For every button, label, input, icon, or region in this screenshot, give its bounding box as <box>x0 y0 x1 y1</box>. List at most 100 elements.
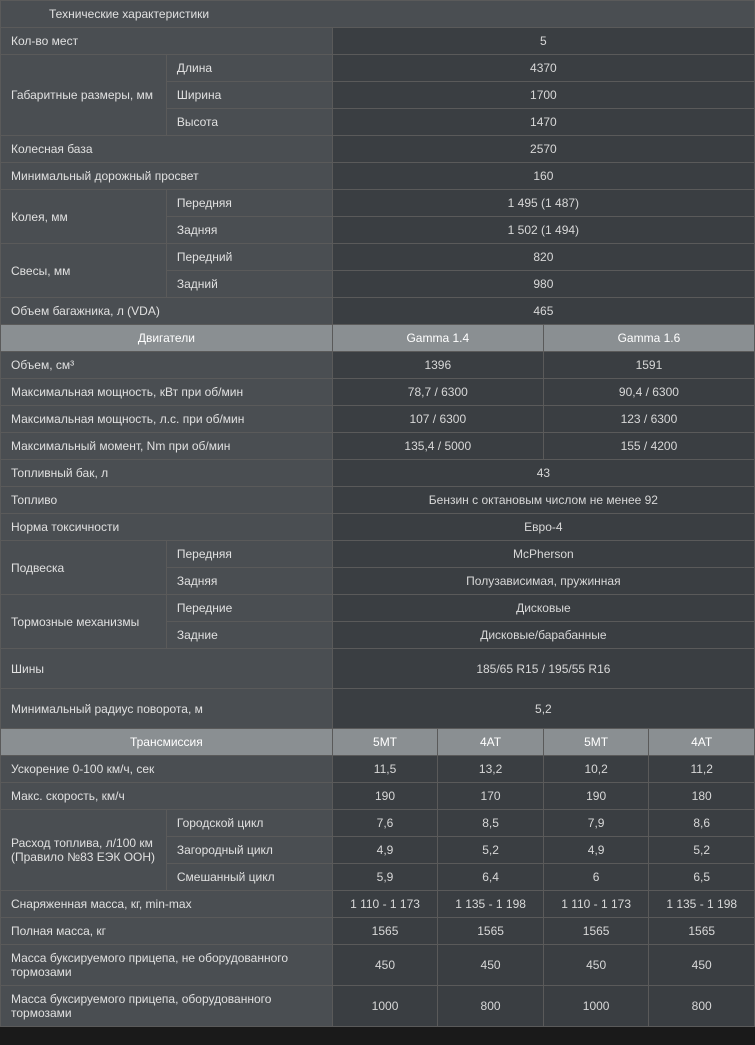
row-overhang-rear-value: 980 <box>332 271 754 298</box>
row-brakes-front-label: Передние <box>166 595 332 622</box>
row-trailer-unbraked-label: Масса буксируемого прицепа, не оборудова… <box>1 945 333 986</box>
row-displacement-label: Объем, см³ <box>1 352 333 379</box>
row-track-label: Колея, мм <box>1 190 167 244</box>
row-width-label: Ширина <box>166 82 332 109</box>
row-fuel-mixed-v0: 5,9 <box>332 864 438 891</box>
row-fuel-city-v3: 8,6 <box>649 810 755 837</box>
row-suspension-label: Подвеска <box>1 541 167 595</box>
row-turnradius-value: 5,2 <box>332 689 754 729</box>
row-height-value: 1470 <box>332 109 754 136</box>
row-accel-v1: 13,2 <box>438 756 544 783</box>
row-seats-value: 5 <box>332 28 754 55</box>
row-curbweight-v1: 1 135 - 1 198 <box>438 891 544 918</box>
row-trailer-unbraked-v2: 450 <box>543 945 649 986</box>
row-grossweight-v3: 1565 <box>649 918 755 945</box>
row-curbweight-v2: 1 110 - 1 173 <box>543 891 649 918</box>
row-trailer-braked-v3: 800 <box>649 986 755 1027</box>
row-trailer-braked-v0: 1000 <box>332 986 438 1027</box>
row-track-front-label: Передняя <box>166 190 332 217</box>
row-turnradius-label: Минимальный радиус поворота, м <box>1 689 333 729</box>
row-topspeed-v0: 190 <box>332 783 438 810</box>
section-trans-title: Трансмиссия <box>1 729 333 756</box>
row-accel-v0: 11,5 <box>332 756 438 783</box>
row-power-hp-label: Максимальная мощность, л.с. при об/мин <box>1 406 333 433</box>
row-topspeed-v2: 190 <box>543 783 649 810</box>
row-curbweight-v0: 1 110 - 1 173 <box>332 891 438 918</box>
row-fuel-hwy-v2: 4,9 <box>543 837 649 864</box>
row-fuel-city-v0: 7,6 <box>332 810 438 837</box>
row-fuel-value: Бензин с октановым числом не менее 92 <box>332 487 754 514</box>
row-suspension-front-value: McPherson <box>332 541 754 568</box>
row-overhang-front-value: 820 <box>332 244 754 271</box>
engine-col-0: Gamma 1.4 <box>332 325 543 352</box>
row-track-rear-value: 1 502 (1 494) <box>332 217 754 244</box>
row-topspeed-v1: 170 <box>438 783 544 810</box>
row-height-label: Высота <box>166 109 332 136</box>
row-displacement-v1: 1591 <box>543 352 754 379</box>
row-fueltank-label: Топливный бак, л <box>1 460 333 487</box>
row-wheelbase-label: Колесная база <box>1 136 333 163</box>
row-brakes-front-value: Дисковые <box>332 595 754 622</box>
trans-col-2: 5MT <box>543 729 649 756</box>
row-grossweight-v2: 1565 <box>543 918 649 945</box>
row-brakes-rear-value: Дисковые/барабанные <box>332 622 754 649</box>
row-power-kw-label: Максимальная мощность, кВт при об/мин <box>1 379 333 406</box>
row-emission-value: Евро-4 <box>332 514 754 541</box>
row-torque-label: Максимальный момент, Nm при об/мин <box>1 433 333 460</box>
row-trunk-label: Объем багажника, л (VDA) <box>1 298 333 325</box>
row-emission-label: Норма токсичности <box>1 514 333 541</box>
row-fuel-hwy-v3: 5,2 <box>649 837 755 864</box>
row-accel-v2: 10,2 <box>543 756 649 783</box>
row-power-hp-v0: 107 / 6300 <box>332 406 543 433</box>
row-fuel-mixed-label: Смешанный цикл <box>166 864 332 891</box>
row-clearance-value: 160 <box>332 163 754 190</box>
row-torque-v1: 155 / 4200 <box>543 433 754 460</box>
row-width-value: 1700 <box>332 82 754 109</box>
row-fuel-mixed-v3: 6,5 <box>649 864 755 891</box>
row-trailer-unbraked-v0: 450 <box>332 945 438 986</box>
row-accel-label: Ускорение 0-100 км/ч, сек <box>1 756 333 783</box>
row-brakes-label: Тормозные механизмы <box>1 595 167 649</box>
row-wheelbase-value: 2570 <box>332 136 754 163</box>
row-length-value: 4370 <box>332 55 754 82</box>
row-fuel-mixed-v2: 6 <box>543 864 649 891</box>
row-fuel-city-label: Городской цикл <box>166 810 332 837</box>
row-seats-label: Кол-во мест <box>1 28 333 55</box>
row-curbweight-v3: 1 135 - 1 198 <box>649 891 755 918</box>
specifications-table: Технические характеристики Кол-во мест 5… <box>0 0 755 1027</box>
row-topspeed-label: Макс. скорость, км/ч <box>1 783 333 810</box>
row-power-kw-v1: 90,4 / 6300 <box>543 379 754 406</box>
row-trailer-braked-v2: 1000 <box>543 986 649 1027</box>
row-length-label: Длина <box>166 55 332 82</box>
row-grossweight-v1: 1565 <box>438 918 544 945</box>
trans-col-3: 4AT <box>649 729 755 756</box>
row-tires-label: Шины <box>1 649 333 689</box>
row-fuel-city-v1: 8,5 <box>438 810 544 837</box>
row-fuel-hwy-label: Загородный цикл <box>166 837 332 864</box>
row-fuel-hwy-v0: 4,9 <box>332 837 438 864</box>
row-track-front-value: 1 495 (1 487) <box>332 190 754 217</box>
row-accel-v3: 11,2 <box>649 756 755 783</box>
row-grossweight-v0: 1565 <box>332 918 438 945</box>
trans-col-0: 5MT <box>332 729 438 756</box>
row-trailer-unbraked-v1: 450 <box>438 945 544 986</box>
row-power-hp-v1: 123 / 6300 <box>543 406 754 433</box>
section-engines-title: Двигатели <box>1 325 333 352</box>
row-grossweight-label: Полная масса, кг <box>1 918 333 945</box>
trans-col-1: 4AT <box>438 729 544 756</box>
engine-col-1: Gamma 1.6 <box>543 325 754 352</box>
row-suspension-rear-value: Полузависимая, пружинная <box>332 568 754 595</box>
row-clearance-label: Минимальный дорожный просвет <box>1 163 333 190</box>
row-fuel-hwy-v1: 5,2 <box>438 837 544 864</box>
row-curbweight-label: Снаряженная масса, кг, min-max <box>1 891 333 918</box>
row-fuel-mixed-v1: 6,4 <box>438 864 544 891</box>
row-track-rear-label: Задняя <box>166 217 332 244</box>
row-fuel-city-v2: 7,9 <box>543 810 649 837</box>
row-overhang-rear-label: Задний <box>166 271 332 298</box>
row-displacement-v0: 1396 <box>332 352 543 379</box>
row-suspension-rear-label: Задняя <box>166 568 332 595</box>
row-fuelcons-label: Расход топлива, л/100 км (Правило №83 ЕЭ… <box>1 810 167 891</box>
row-fueltank-value: 43 <box>332 460 754 487</box>
row-trailer-braked-label: Масса буксируемого прицепа, оборудованно… <box>1 986 333 1027</box>
row-overhang-front-label: Передний <box>166 244 332 271</box>
